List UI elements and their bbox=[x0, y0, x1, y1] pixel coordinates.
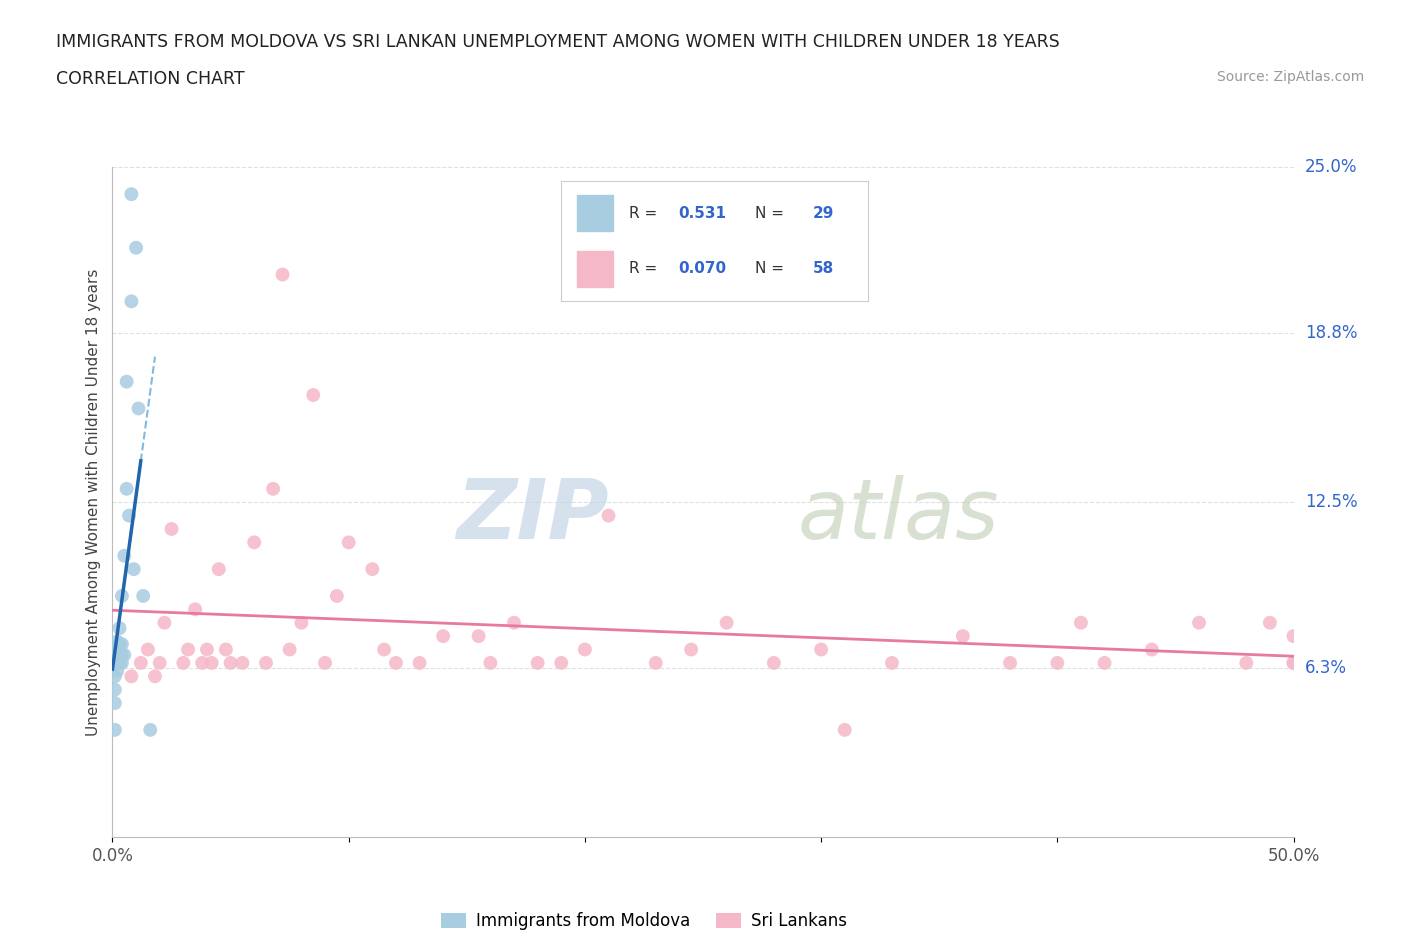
Point bbox=[278, 642, 301, 657]
Point bbox=[1188, 616, 1211, 631]
Point bbox=[526, 656, 548, 671]
Text: 18.8%: 18.8% bbox=[1305, 325, 1357, 342]
Legend: Immigrants from Moldova, Sri Lankans: Immigrants from Moldova, Sri Lankans bbox=[434, 906, 853, 930]
Point bbox=[105, 634, 128, 649]
Point bbox=[115, 482, 138, 497]
Text: 6.3%: 6.3% bbox=[1305, 659, 1347, 677]
Point bbox=[153, 616, 176, 631]
Point bbox=[550, 656, 572, 671]
Point bbox=[104, 669, 127, 684]
Point bbox=[1282, 629, 1305, 644]
Point bbox=[139, 723, 162, 737]
Point bbox=[118, 508, 141, 523]
Point bbox=[337, 535, 360, 550]
Point bbox=[302, 388, 325, 403]
Point bbox=[111, 589, 134, 604]
Point bbox=[290, 616, 312, 631]
Point bbox=[361, 562, 384, 577]
Point bbox=[243, 535, 266, 550]
Point bbox=[184, 602, 207, 617]
Point bbox=[385, 656, 408, 671]
Point bbox=[219, 656, 242, 671]
Point bbox=[762, 656, 785, 671]
Point bbox=[108, 656, 131, 671]
Point bbox=[1094, 656, 1116, 671]
Point bbox=[262, 482, 284, 497]
Point bbox=[998, 656, 1021, 671]
Point bbox=[231, 656, 253, 671]
Point bbox=[115, 374, 138, 389]
Point bbox=[408, 656, 430, 671]
Point bbox=[112, 549, 135, 564]
Point bbox=[111, 647, 134, 662]
Point bbox=[716, 616, 738, 631]
Point bbox=[1258, 616, 1281, 631]
Point bbox=[108, 637, 131, 652]
Text: IMMIGRANTS FROM MOLDOVA VS SRI LANKAN UNEMPLOYMENT AMONG WOMEN WITH CHILDREN UND: IMMIGRANTS FROM MOLDOVA VS SRI LANKAN UN… bbox=[56, 33, 1060, 50]
Text: CORRELATION CHART: CORRELATION CHART bbox=[56, 70, 245, 87]
Point bbox=[467, 629, 489, 644]
Point bbox=[208, 562, 231, 577]
Point bbox=[125, 240, 148, 255]
Point bbox=[108, 620, 131, 635]
Point bbox=[172, 656, 194, 671]
Point bbox=[105, 656, 128, 671]
Point bbox=[104, 683, 127, 698]
Point bbox=[129, 656, 152, 671]
Point bbox=[143, 669, 166, 684]
Point bbox=[136, 642, 159, 657]
Point bbox=[1070, 616, 1092, 631]
Point bbox=[1234, 656, 1257, 671]
Point bbox=[201, 656, 224, 671]
Point bbox=[104, 696, 127, 711]
Point bbox=[120, 669, 142, 684]
Point bbox=[149, 656, 172, 671]
Text: Source: ZipAtlas.com: Source: ZipAtlas.com bbox=[1216, 70, 1364, 84]
Point bbox=[1140, 642, 1163, 657]
Point bbox=[1282, 656, 1305, 671]
Point bbox=[681, 642, 703, 657]
Point bbox=[314, 656, 336, 671]
Point bbox=[105, 663, 128, 678]
Point bbox=[1046, 656, 1069, 671]
Point bbox=[644, 656, 666, 671]
Point bbox=[111, 637, 134, 652]
Point bbox=[432, 629, 454, 644]
Text: 12.5%: 12.5% bbox=[1305, 493, 1357, 512]
Point bbox=[373, 642, 395, 657]
Point bbox=[111, 656, 134, 671]
Point bbox=[122, 562, 145, 577]
Text: atlas: atlas bbox=[797, 475, 1000, 556]
Point bbox=[112, 647, 135, 662]
Point bbox=[108, 647, 131, 662]
Point bbox=[104, 723, 127, 737]
Point bbox=[503, 616, 526, 631]
Point bbox=[271, 267, 294, 282]
Point bbox=[479, 656, 502, 671]
Point bbox=[574, 642, 596, 657]
Text: 25.0%: 25.0% bbox=[1305, 158, 1357, 177]
Point bbox=[254, 656, 277, 671]
Point bbox=[880, 656, 903, 671]
Point bbox=[105, 642, 128, 657]
Point bbox=[326, 589, 349, 604]
Point bbox=[120, 187, 142, 202]
Point bbox=[127, 401, 149, 416]
Point bbox=[810, 642, 832, 657]
Point bbox=[132, 589, 155, 604]
Y-axis label: Unemployment Among Women with Children Under 18 years: Unemployment Among Women with Children U… bbox=[86, 269, 101, 736]
Point bbox=[952, 629, 974, 644]
Point bbox=[120, 294, 142, 309]
Point bbox=[834, 723, 856, 737]
Point bbox=[105, 647, 128, 662]
Point bbox=[177, 642, 200, 657]
Point bbox=[1282, 656, 1305, 671]
Point bbox=[160, 522, 183, 537]
Point bbox=[598, 508, 620, 523]
Point bbox=[215, 642, 238, 657]
Text: ZIP: ZIP bbox=[456, 475, 609, 556]
Point bbox=[195, 642, 218, 657]
Point bbox=[191, 656, 214, 671]
